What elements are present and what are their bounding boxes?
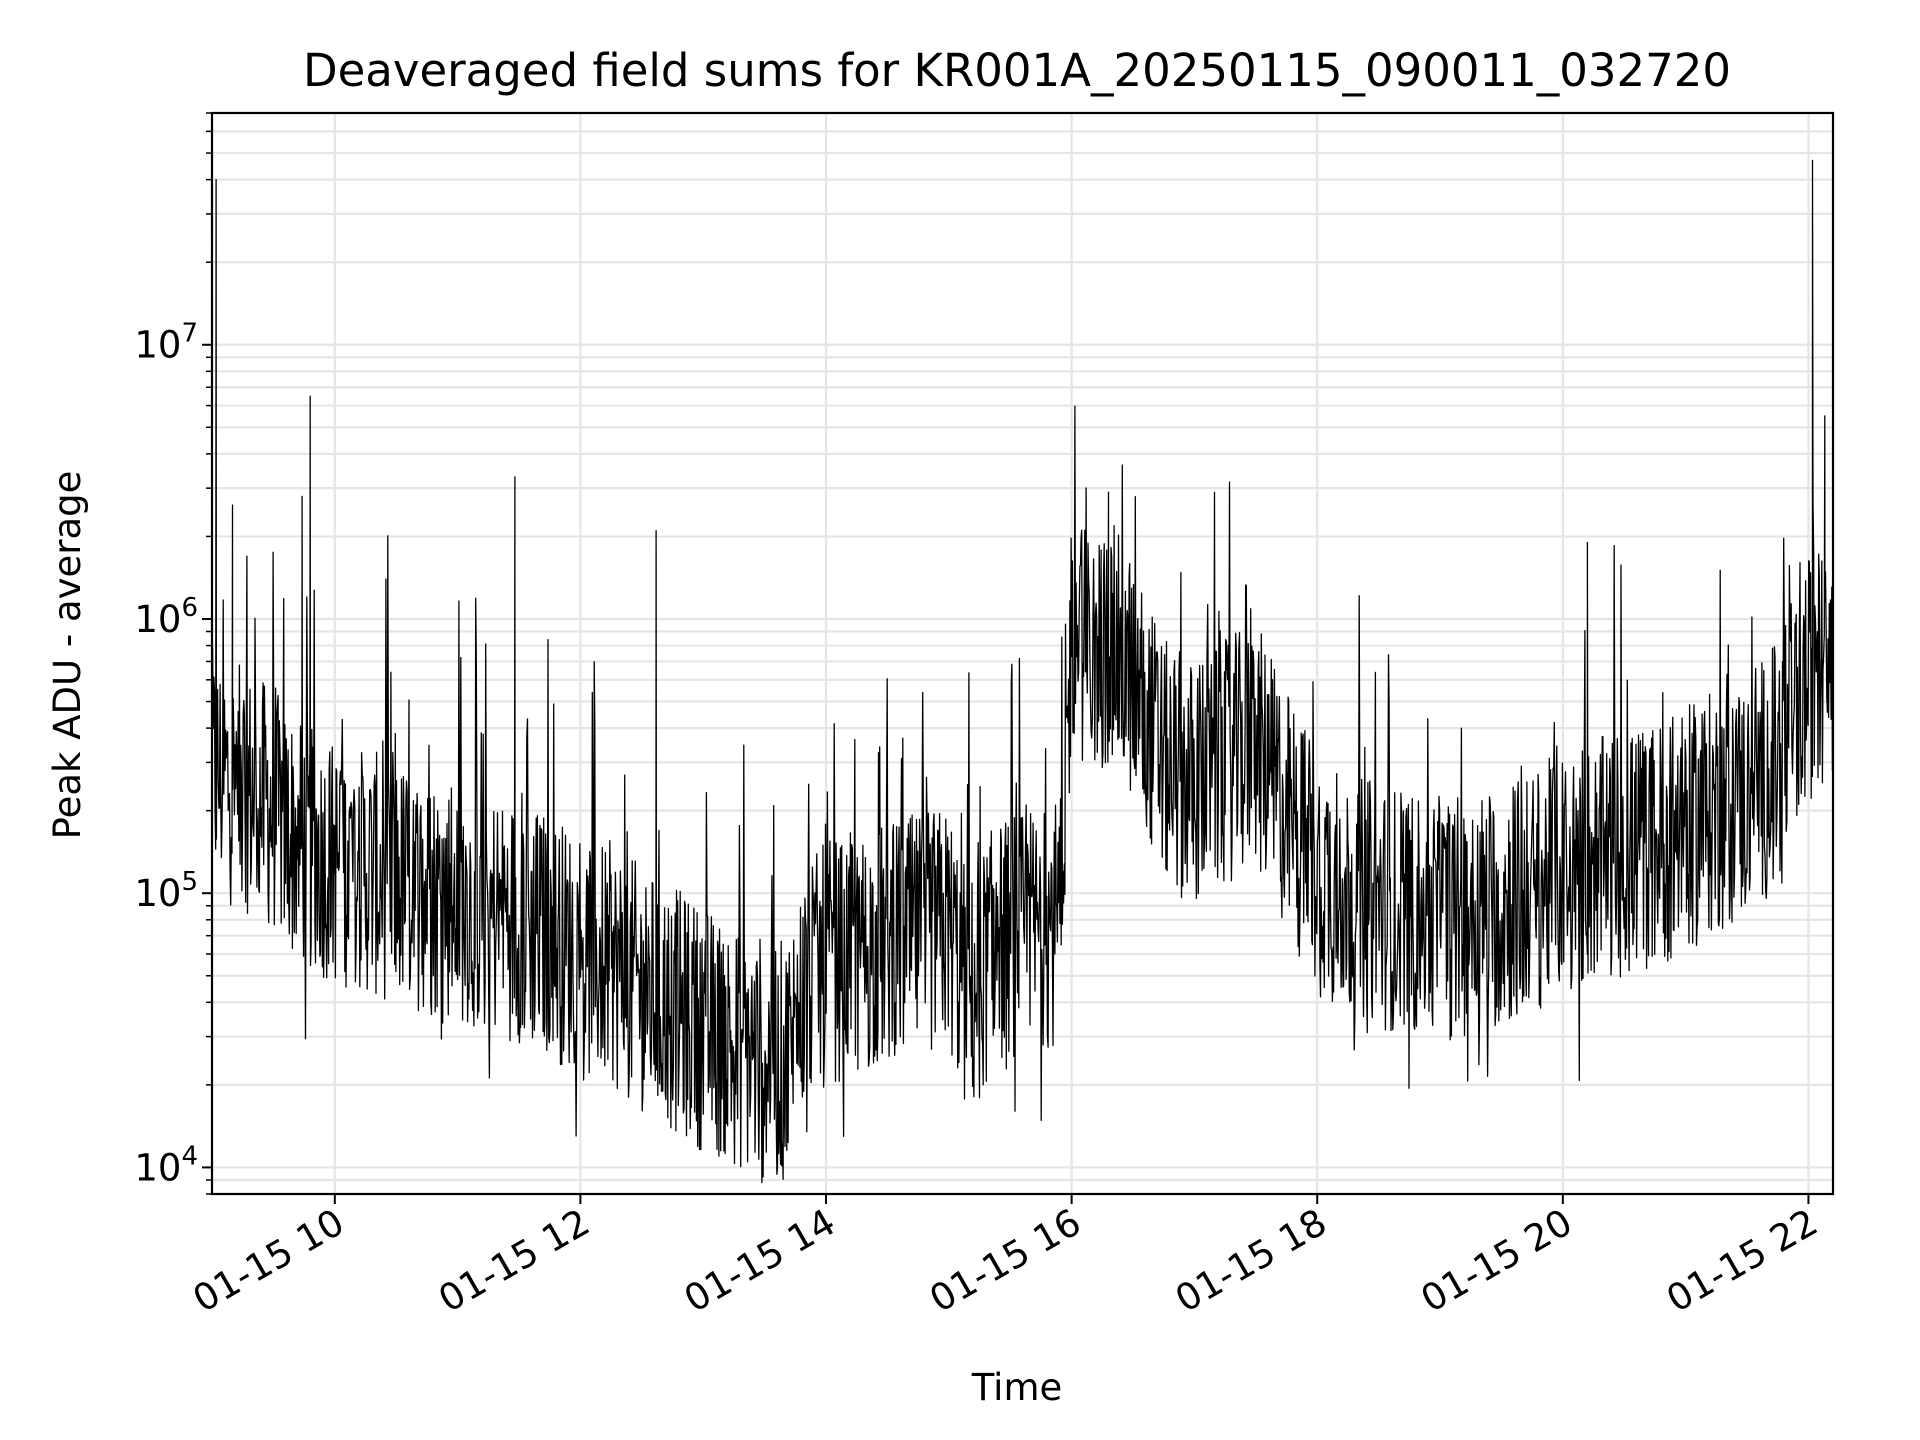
plot-frame <box>210 111 1835 1196</box>
y-tick-label: 104 <box>134 1141 198 1189</box>
series-line <box>211 159 1834 1184</box>
y-axis-label: Peak ADU - average <box>46 471 89 840</box>
chart-title: Deaveraged field sums for KR001A_2025011… <box>303 44 1731 97</box>
y-tick-label: 106 <box>134 593 198 641</box>
y-tick-label: 107 <box>134 319 198 367</box>
x-axis-label: Time <box>971 1366 1063 1409</box>
y-tick-label: 105 <box>134 867 198 915</box>
plot-area <box>211 159 1834 1184</box>
